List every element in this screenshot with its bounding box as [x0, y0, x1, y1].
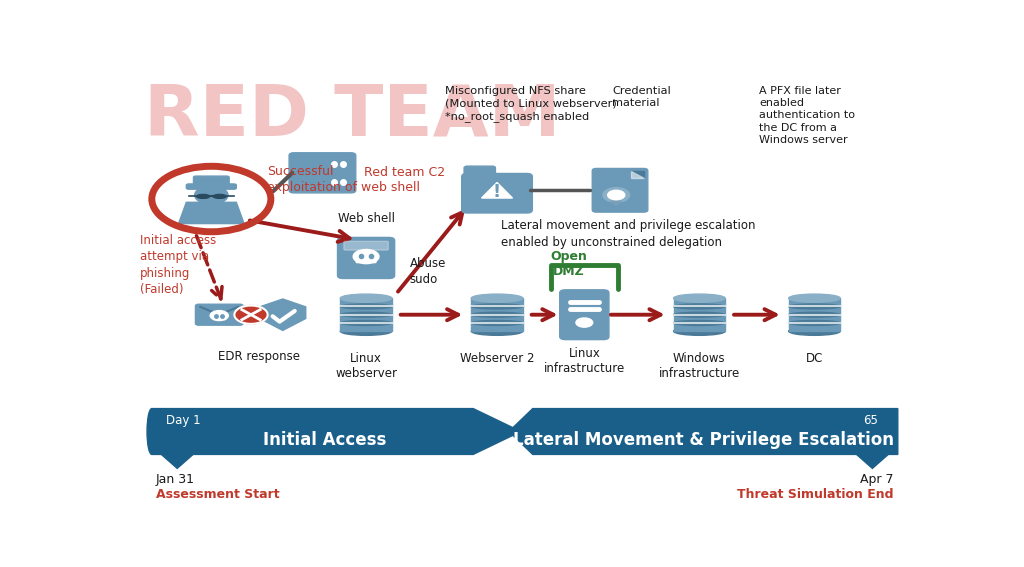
- Ellipse shape: [788, 327, 841, 335]
- FancyBboxPatch shape: [592, 168, 648, 212]
- Text: EDR response: EDR response: [218, 350, 300, 363]
- Ellipse shape: [788, 320, 841, 325]
- Polygon shape: [152, 409, 521, 454]
- Text: DC: DC: [806, 352, 823, 365]
- Text: Misconfigured NFS share
(Mounted to Linux webserver)
*no_root_squash enabled: Misconfigured NFS share (Mounted to Linu…: [445, 86, 617, 122]
- Circle shape: [607, 191, 625, 200]
- Polygon shape: [631, 171, 644, 178]
- Polygon shape: [509, 409, 898, 454]
- Ellipse shape: [674, 320, 725, 325]
- Ellipse shape: [674, 294, 725, 302]
- Ellipse shape: [340, 312, 392, 317]
- Text: Initial Access: Initial Access: [263, 431, 386, 448]
- Text: Lateral Movement & Privilege Escalation: Lateral Movement & Privilege Escalation: [513, 431, 894, 448]
- Text: Open
DMZ: Open DMZ: [550, 249, 587, 278]
- Text: !: !: [493, 183, 501, 201]
- Text: Linux
infrastructure: Linux infrastructure: [544, 348, 625, 375]
- FancyBboxPatch shape: [204, 200, 218, 205]
- FancyBboxPatch shape: [194, 176, 229, 188]
- Ellipse shape: [674, 327, 725, 335]
- FancyBboxPatch shape: [289, 171, 355, 193]
- Text: Threat Simulation End: Threat Simulation End: [737, 489, 894, 501]
- Text: Abuse
sudo: Abuse sudo: [410, 256, 446, 286]
- Ellipse shape: [788, 312, 841, 317]
- Ellipse shape: [340, 320, 392, 325]
- Polygon shape: [162, 454, 194, 468]
- Text: Linux
webserver: Linux webserver: [335, 352, 397, 380]
- Circle shape: [210, 311, 228, 320]
- Ellipse shape: [674, 312, 725, 317]
- Ellipse shape: [471, 320, 523, 325]
- Polygon shape: [674, 298, 725, 331]
- Circle shape: [195, 186, 228, 204]
- Circle shape: [575, 318, 593, 327]
- Text: Assessment Start: Assessment Start: [156, 489, 280, 501]
- Circle shape: [234, 306, 267, 324]
- FancyBboxPatch shape: [213, 316, 225, 319]
- Text: Apr 7: Apr 7: [860, 473, 894, 486]
- Ellipse shape: [340, 304, 392, 309]
- Text: Day 1: Day 1: [166, 413, 201, 426]
- Ellipse shape: [788, 294, 841, 302]
- FancyBboxPatch shape: [464, 166, 496, 178]
- Polygon shape: [260, 299, 306, 331]
- Polygon shape: [178, 202, 244, 223]
- FancyBboxPatch shape: [196, 304, 243, 325]
- Text: 65: 65: [863, 413, 878, 426]
- Text: Successful
exploitation of web shell: Successful exploitation of web shell: [267, 165, 420, 194]
- Polygon shape: [856, 454, 888, 468]
- Text: Web shell: Web shell: [338, 212, 394, 225]
- FancyBboxPatch shape: [186, 184, 237, 189]
- Polygon shape: [340, 298, 392, 331]
- Polygon shape: [471, 298, 523, 331]
- FancyBboxPatch shape: [289, 153, 355, 174]
- Ellipse shape: [471, 327, 523, 335]
- Ellipse shape: [788, 304, 841, 309]
- Text: Windows
infrastructure: Windows infrastructure: [658, 352, 740, 380]
- Text: Red team C2: Red team C2: [364, 166, 444, 179]
- Ellipse shape: [471, 312, 523, 317]
- Polygon shape: [610, 201, 622, 205]
- FancyBboxPatch shape: [462, 174, 532, 213]
- Circle shape: [603, 188, 630, 202]
- Ellipse shape: [471, 304, 523, 309]
- FancyBboxPatch shape: [356, 256, 376, 263]
- Ellipse shape: [340, 327, 392, 335]
- Text: RED TEAM: RED TEAM: [143, 81, 560, 150]
- Polygon shape: [788, 298, 841, 331]
- Polygon shape: [631, 171, 644, 178]
- Text: Initial access
attempt via
phishing
(Failed): Initial access attempt via phishing (Fai…: [140, 234, 216, 297]
- Text: Credential
material: Credential material: [612, 86, 671, 108]
- Ellipse shape: [471, 294, 523, 302]
- FancyBboxPatch shape: [560, 290, 609, 340]
- Text: Lateral movement and privilege escalation
enabled by unconstrained delegation: Lateral movement and privilege escalatio…: [501, 219, 756, 249]
- FancyBboxPatch shape: [338, 238, 394, 278]
- Text: Jan 31: Jan 31: [156, 473, 195, 486]
- Ellipse shape: [674, 304, 725, 309]
- Polygon shape: [481, 183, 512, 198]
- Ellipse shape: [213, 194, 226, 198]
- Circle shape: [353, 249, 379, 264]
- FancyBboxPatch shape: [344, 242, 388, 250]
- Ellipse shape: [147, 409, 157, 454]
- Ellipse shape: [340, 294, 392, 302]
- Text: A PFX file later
enabled
authentication to
the DC from a
Windows server: A PFX file later enabled authentication …: [759, 86, 855, 145]
- Text: Webserver 2: Webserver 2: [460, 352, 535, 365]
- Ellipse shape: [197, 194, 210, 198]
